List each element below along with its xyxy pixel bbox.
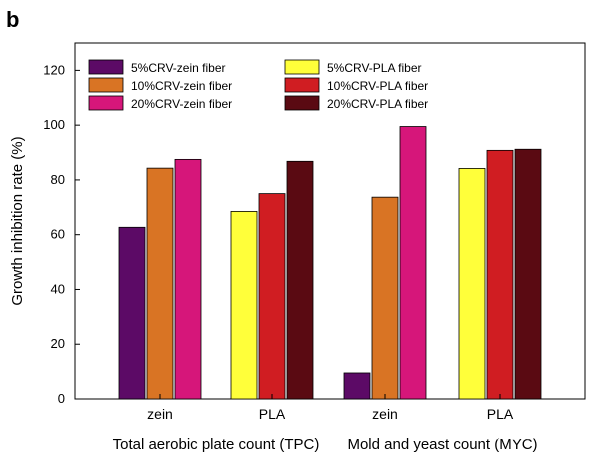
- legend-entry-label: 5%CRV-zein fiber: [131, 61, 226, 75]
- bar-10-crv-pla-fiber-3: [486, 149, 514, 400]
- legend-entry-label: 20%CRV-zein fiber: [131, 97, 232, 111]
- bars-layer: [118, 126, 542, 400]
- bar-20-crv-pla-fiber-3: [514, 148, 542, 400]
- bar-20-crv-zein-fiber-0: [174, 158, 202, 400]
- legend-swatch: [284, 95, 320, 111]
- legend-swatch: [88, 77, 124, 93]
- panel-label: b: [6, 7, 19, 32]
- legend-swatch: [88, 95, 124, 111]
- legend-swatch: [284, 77, 320, 93]
- legend-entry-label: 20%CRV-PLA fiber: [327, 97, 428, 111]
- x-category-label: zein: [372, 406, 398, 422]
- legend-swatch: [284, 59, 320, 75]
- y-tick-label: 100: [43, 117, 65, 132]
- bar-20-crv-zein-fiber-2: [399, 126, 427, 400]
- x-axis-category-labels: zein PLA zein PLA: [147, 394, 514, 422]
- bar-5-crv-pla-fiber-1: [230, 211, 258, 400]
- bar-10-crv-zein-fiber-0: [146, 167, 174, 400]
- y-tick-label: 80: [51, 172, 65, 187]
- x-axis-group-labels: Total aerobic plate count (TPC) Mold and …: [113, 436, 538, 453]
- bar-10-crv-zein-fiber-2: [371, 196, 399, 400]
- y-tick-label: 40: [51, 281, 65, 296]
- y-tick-label: 0: [58, 391, 65, 406]
- y-axis: 0 20 40 60 80 100 120: [43, 62, 80, 406]
- x-category-label: PLA: [259, 406, 286, 422]
- legend-swatch: [88, 59, 124, 75]
- group-label: Total aerobic plate count (TPC): [113, 436, 320, 453]
- bar-5-crv-pla-fiber-3: [458, 168, 486, 400]
- bar-10-crv-pla-fiber-1: [258, 193, 286, 400]
- x-category-label: zein: [147, 406, 173, 422]
- bar-5-crv-zein-fiber-0: [118, 226, 146, 400]
- x-category-label: PLA: [487, 406, 514, 422]
- bar-5-crv-zein-fiber-2: [343, 372, 371, 400]
- legend-entry-label: 10%CRV-zein fiber: [131, 79, 232, 93]
- group-label: Mold and yeast count (MYC): [347, 436, 537, 453]
- legend-entry-label: 5%CRV-PLA fiber: [327, 61, 422, 75]
- y-tick-label: 120: [43, 62, 65, 77]
- legend: 5%CRV-zein fiber 10%CRV-zein fiber 20%CRV-…: [88, 59, 428, 111]
- watermark-text: 头条 @易丝帮: [480, 427, 556, 441]
- plot-frame: [74, 42, 586, 400]
- legend-entry-label: 10%CRV-PLA fiber: [327, 79, 428, 93]
- bar-20-crv-pla-fiber-1: [286, 160, 314, 400]
- y-tick-label: 60: [51, 227, 65, 242]
- y-axis-title: Growth inhibition rate (%): [9, 136, 26, 305]
- y-tick-label: 20: [51, 336, 65, 351]
